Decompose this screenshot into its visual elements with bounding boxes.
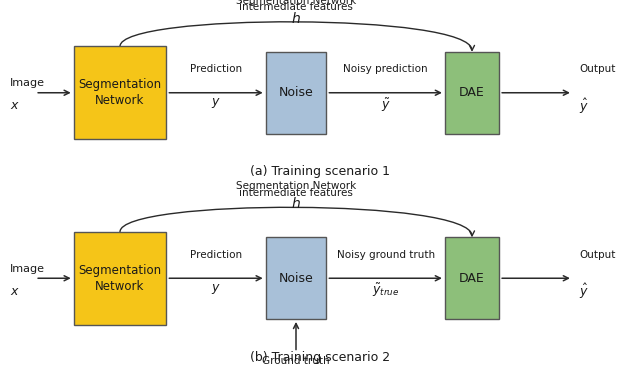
Text: Output: Output xyxy=(579,250,616,260)
Text: $y$: $y$ xyxy=(211,96,221,111)
FancyBboxPatch shape xyxy=(445,237,499,319)
Text: Prediction: Prediction xyxy=(190,250,242,260)
Text: $x$: $x$ xyxy=(10,99,19,112)
FancyBboxPatch shape xyxy=(74,232,166,325)
FancyArrowPatch shape xyxy=(120,207,474,236)
Text: Output: Output xyxy=(579,64,616,74)
Text: intermediate features: intermediate features xyxy=(239,188,353,197)
Text: $\hat{y}$: $\hat{y}$ xyxy=(579,282,589,301)
Text: Noisy prediction: Noisy prediction xyxy=(343,64,428,74)
Text: Segmentation
Network: Segmentation Network xyxy=(79,264,161,293)
FancyBboxPatch shape xyxy=(445,52,499,134)
Text: (b) Training scenario 2: (b) Training scenario 2 xyxy=(250,351,390,364)
Text: $y$: $y$ xyxy=(211,282,221,296)
FancyBboxPatch shape xyxy=(266,237,326,319)
Text: Prediction: Prediction xyxy=(190,64,242,74)
Text: DAE: DAE xyxy=(459,86,485,99)
Text: $\tilde{y}_{true}$: $\tilde{y}_{true}$ xyxy=(372,282,399,299)
Text: Noisy ground truth: Noisy ground truth xyxy=(337,250,435,260)
Text: $x$: $x$ xyxy=(10,285,19,298)
FancyBboxPatch shape xyxy=(74,46,166,139)
Text: Segmentation Network: Segmentation Network xyxy=(236,0,356,6)
Text: Segmentation
Network: Segmentation Network xyxy=(79,78,161,107)
Text: (a) Training scenario 1: (a) Training scenario 1 xyxy=(250,165,390,178)
Text: Ground truth: Ground truth xyxy=(262,356,330,366)
Text: Noise: Noise xyxy=(278,272,314,285)
FancyArrowPatch shape xyxy=(120,22,474,50)
Text: $h$: $h$ xyxy=(291,197,301,211)
Text: $\hat{y}$: $\hat{y}$ xyxy=(579,96,589,115)
Text: intermediate features: intermediate features xyxy=(239,2,353,12)
Text: Noise: Noise xyxy=(278,86,314,99)
FancyBboxPatch shape xyxy=(266,52,326,134)
Text: Segmentation Network: Segmentation Network xyxy=(236,181,356,191)
Text: DAE: DAE xyxy=(459,272,485,285)
Text: Image: Image xyxy=(10,264,45,274)
Text: $\tilde{y}$: $\tilde{y}$ xyxy=(381,96,390,114)
Text: Image: Image xyxy=(10,79,45,88)
Text: $h$: $h$ xyxy=(291,11,301,26)
